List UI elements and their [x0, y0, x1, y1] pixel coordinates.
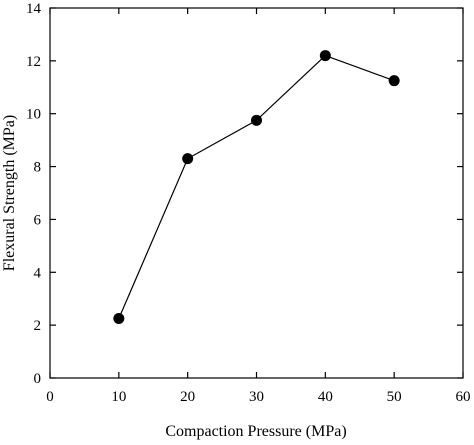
data-point: [388, 75, 400, 87]
y-tick-label: 0: [34, 371, 42, 387]
x-tick-label: 0: [46, 389, 54, 405]
x-tick-label: 30: [249, 389, 264, 405]
tick-label-group: 0 10 20 30 40 50 60 0 2 4 6 8 10 12 14: [26, 1, 471, 405]
tick-group: [49, 7, 464, 379]
y-tick-label: 6: [34, 212, 42, 228]
x-tick-label: 20: [180, 389, 195, 405]
series-group: [113, 50, 400, 325]
data-point: [113, 313, 125, 325]
y-tick-label: 2: [34, 318, 42, 334]
x-tick-label: 50: [387, 389, 402, 405]
x-axis-label: Compaction Pressure (MPa): [165, 423, 346, 440]
x-tick-label: 10: [111, 389, 126, 405]
data-point: [182, 153, 194, 165]
data-point: [319, 50, 331, 62]
x-tick-label: 40: [318, 389, 333, 405]
data-point: [251, 114, 262, 126]
plot-frame: [49, 7, 464, 379]
y-tick-label: 4: [34, 265, 42, 281]
y-tick-label: 10: [26, 107, 41, 123]
y-tick-label: 14: [26, 1, 42, 17]
y-axis-label: Flexural Strength (MPa): [1, 115, 18, 271]
series-line: [118, 54, 395, 319]
y-tick-label: 12: [26, 54, 41, 70]
x-tick-label: 60: [456, 389, 471, 405]
y-tick-label: 8: [34, 160, 42, 176]
